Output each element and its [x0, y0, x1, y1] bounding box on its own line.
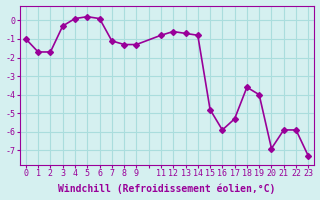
X-axis label: Windchill (Refroidissement éolien,°C): Windchill (Refroidissement éolien,°C)	[58, 184, 276, 194]
